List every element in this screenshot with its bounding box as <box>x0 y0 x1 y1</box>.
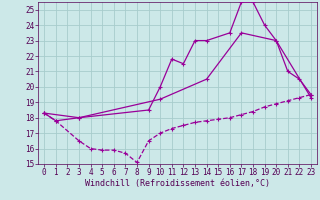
X-axis label: Windchill (Refroidissement éolien,°C): Windchill (Refroidissement éolien,°C) <box>85 179 270 188</box>
